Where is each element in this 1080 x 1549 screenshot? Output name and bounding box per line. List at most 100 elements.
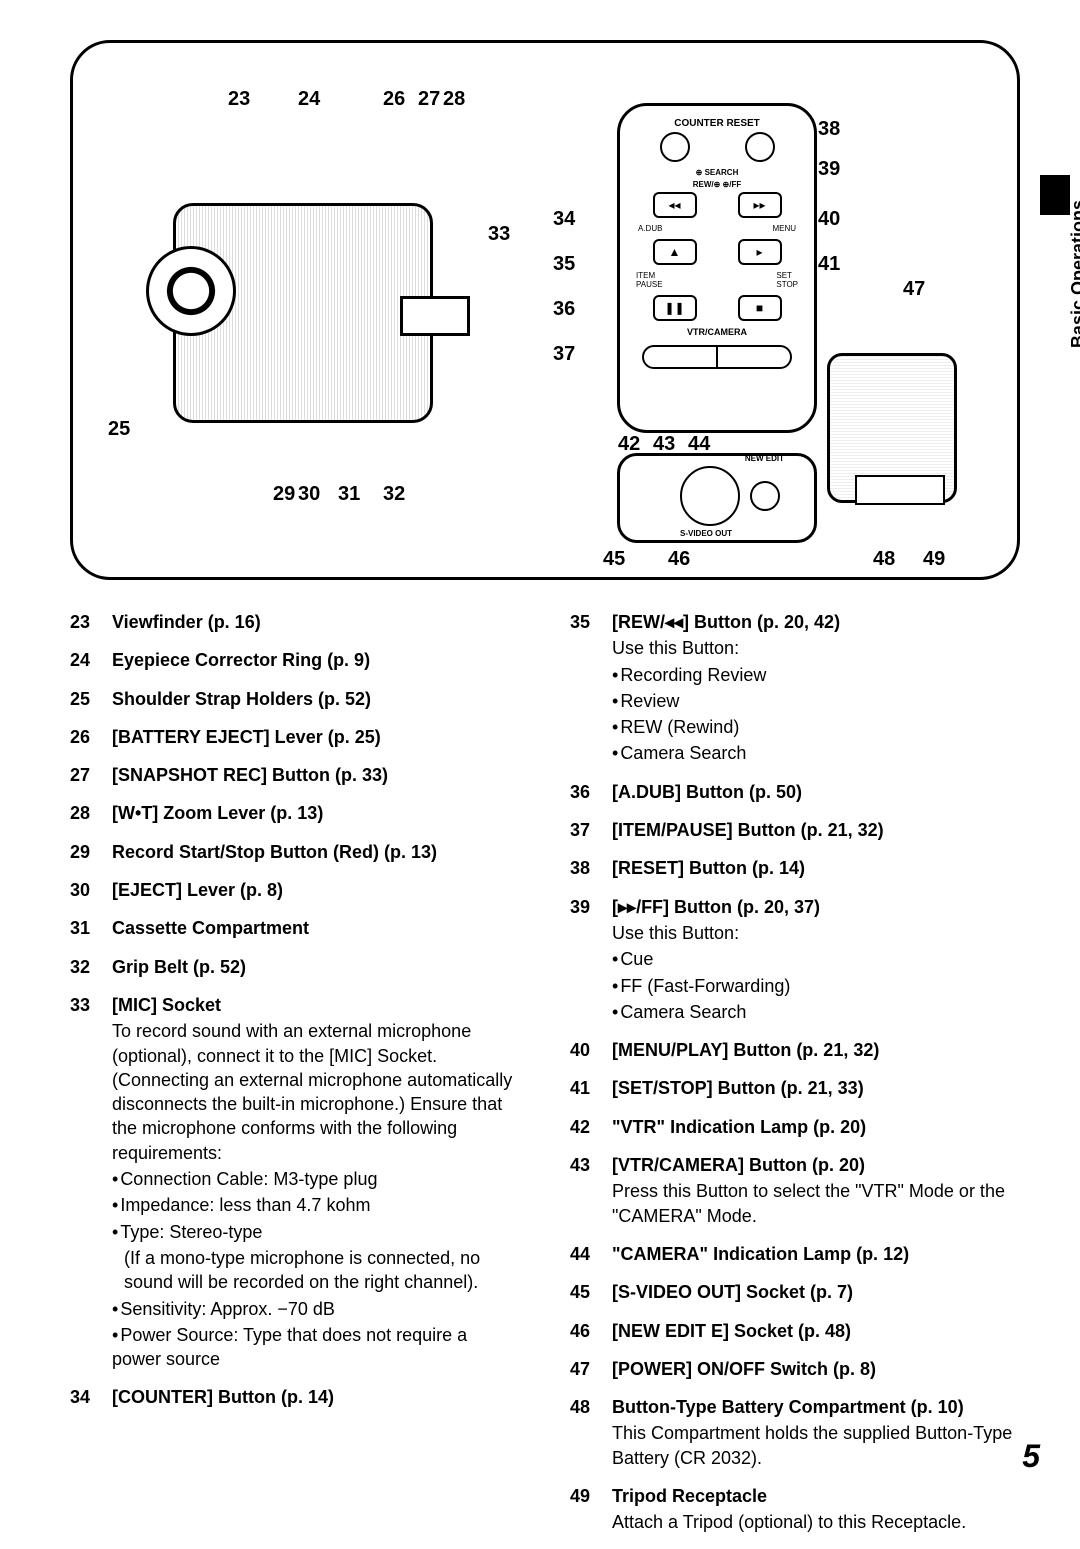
callout-number: 30 [298,483,320,506]
item-number: 25 [70,687,112,711]
list-item: 29Record Start/Stop Button (Red) (p. 13) [70,840,520,864]
item-number: 36 [570,780,612,804]
camcorder-right-view [817,313,987,543]
lens-icon [146,246,236,336]
item-number: 47 [570,1357,612,1381]
section-tab-label: Basic Operations [1068,200,1080,348]
list-item: 49Tripod ReceptacleAttach a Tripod (opti… [570,1484,1020,1535]
cam-bottom [855,475,945,505]
list-item: 41[SET/STOP] Button (p. 21, 33) [570,1076,1020,1100]
item-content: [POWER] ON/OFF Switch (p. 8) [612,1357,1020,1381]
item-desc: Attach a Tripod (optional) to this Recep… [612,1510,1020,1534]
list-item: 31Cassette Compartment [70,916,520,940]
item-number: 31 [70,916,112,940]
item-content: Eyepiece Corrector Ring (p. 9) [112,648,520,672]
callout-number: 47 [903,278,925,301]
list-item: 40[MENU/PLAY] Button (p. 21, 32) [570,1038,1020,1062]
bullet-item: REW (Rewind) [612,715,1020,739]
item-number: 24 [70,648,112,672]
list-item: 33[MIC] SocketTo record sound with an ex… [70,993,520,1371]
item-number: 46 [570,1319,612,1343]
rew-btn: ◂◂ [653,192,697,218]
item-number: 49 [570,1484,612,1535]
bullet-item: Connection Cable: M3-type plug [112,1167,520,1191]
label: MENU [772,224,796,233]
list-item: 28[W•T] Zoom Lever (p. 13) [70,801,520,825]
item-number: 28 [70,801,112,825]
list-item: 25Shoulder Strap Holders (p. 52) [70,687,520,711]
item-title: Viewfinder (p. 16) [112,610,520,634]
item-title: [S-VIDEO OUT] Socket (p. 7) [612,1280,1020,1304]
item-title: Cassette Compartment [112,916,520,940]
list-item: 23Viewfinder (p. 16) [70,610,520,634]
list-item: 32Grip Belt (p. 52) [70,955,520,979]
item-number: 33 [70,993,112,1371]
bullet-item: Recording Review [612,663,1020,687]
bullet-item: Cue [612,947,1020,971]
callout-number: 27 [418,88,440,111]
list-item: 39[▸▸/FF] Button (p. 20, 37)Use this But… [570,895,1020,1024]
callout-number: 48 [873,548,895,571]
item-content: [REW/◂◂] Button (p. 20, 42)Use this Butt… [612,610,1020,766]
item-title: Record Start/Stop Button (Red) (p. 13) [112,840,520,864]
reset-btn [745,132,775,162]
item-title: [EJECT] Lever (p. 8) [112,878,520,902]
label: NEW EDIT [745,454,784,463]
callout-number: 49 [923,548,945,571]
item-number: 30 [70,878,112,902]
bullet-item: FF (Fast-Forwarding) [612,974,1020,998]
item-content: Viewfinder (p. 16) [112,610,520,634]
item-content: [BATTERY EJECT] Lever (p. 25) [112,725,520,749]
item-number: 45 [570,1280,612,1304]
ff-btn: ▸▸ [738,192,782,218]
list-item: 47[POWER] ON/OFF Switch (p. 8) [570,1357,1020,1381]
item-content: [SET/STOP] Button (p. 21, 33) [612,1076,1020,1100]
item-number: 44 [570,1242,612,1266]
bullet-item: Impedance: less than 4.7 kohm [112,1193,520,1217]
item-content: [MIC] SocketTo record sound with an exte… [112,993,520,1371]
item-number: 32 [70,955,112,979]
item-number: 40 [570,1038,612,1062]
vtr-camera-switch [642,345,792,369]
bullet-list: Connection Cable: M3-type plugImpedance:… [112,1167,520,1244]
item-content: Cassette Compartment [112,916,520,940]
callout-number: 28 [443,88,465,111]
item-title: [W•T] Zoom Lever (p. 13) [112,801,520,825]
callout-number: 44 [688,433,710,456]
callout-number: 37 [553,343,575,366]
item-title: Grip Belt (p. 52) [112,955,520,979]
item-desc: Use this Button: [612,921,1020,945]
item-title: [SNAPSHOT REC] Button (p. 33) [112,763,520,787]
parts-list-right: 35[REW/◂◂] Button (p. 20, 42)Use this Bu… [570,610,1020,1549]
item-title: [A.DUB] Button (p. 50) [612,780,1020,804]
item-content: [MENU/PLAY] Button (p. 21, 32) [612,1038,1020,1062]
item-content: "VTR" Indication Lamp (p. 20) [612,1115,1020,1139]
callout-number: 34 [553,208,575,231]
cam-body [173,203,433,423]
item-number: 27 [70,763,112,787]
item-number: 34 [70,1385,112,1409]
panel-label: REW/⊕ ⊕/FF [632,180,802,189]
item-content: Record Start/Stop Button (Red) (p. 13) [112,840,520,864]
item-title: [POWER] ON/OFF Switch (p. 8) [612,1357,1020,1381]
bullet-item: Camera Search [612,1000,1020,1024]
callout-number: 46 [668,548,690,571]
bottom-panel: NEW EDIT S-VIDEO OUT [617,453,817,543]
list-item: 35[REW/◂◂] Button (p. 20, 42)Use this Bu… [570,610,1020,766]
item-content: [ITEM/PAUSE] Button (p. 21, 32) [612,818,1020,842]
item-title: [SET/STOP] Button (p. 21, 33) [612,1076,1020,1100]
label: ITEMPAUSE [636,271,663,289]
list-item: 37[ITEM/PAUSE] Button (p. 21, 32) [570,818,1020,842]
stop-btn: ■ [738,295,782,321]
parts-list-left: 23Viewfinder (p. 16) 24Eyepiece Corrector… [70,610,520,1549]
item-number: 35 [570,610,612,766]
item-title: [REW/◂◂] Button (p. 20, 42) [612,610,1020,634]
parts-diagram: COUNTER RESET ⊕ SEARCH REW/⊕ ⊕/FF ◂◂ ▸▸ … [70,40,1020,580]
item-content: [NEW EDIT E] Socket (p. 48) [612,1319,1020,1343]
item-number: 38 [570,856,612,880]
bullet-list: Cue FF (Fast-Forwarding)Camera Search [612,947,1020,1024]
callout-number: 42 [618,433,640,456]
list-item: 27[SNAPSHOT REC] Button (p. 33) [70,763,520,787]
viewfinder-icon [400,296,470,336]
callout-number: 29 [273,483,295,506]
